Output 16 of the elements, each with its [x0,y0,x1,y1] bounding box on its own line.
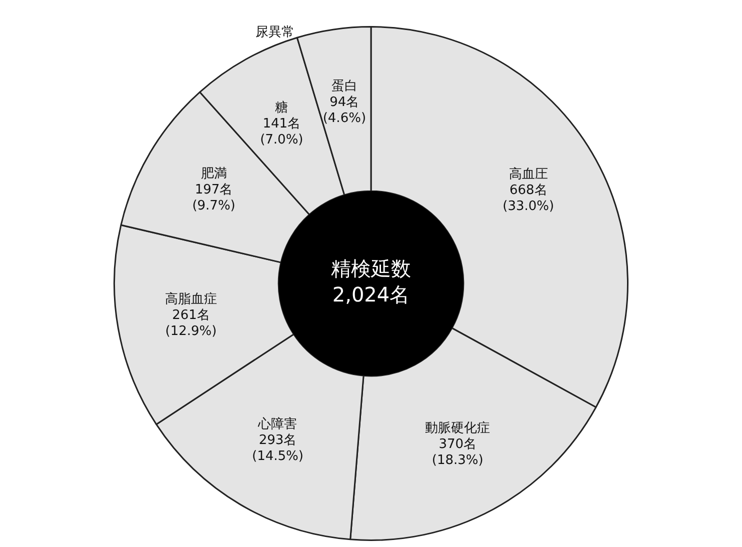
text: 尿異常 [256,24,295,40]
slice-label: 心障害 [257,416,298,432]
slice-label: 糖 [275,100,288,116]
data-label: 668名 (33.0%) [502,182,554,214]
slice-label: 肥満 [200,166,227,182]
data-label: 293名 (14.5%) [252,433,304,464]
data-label: 197名 (9.7%) [192,182,236,214]
text: 精検延数 2,024名 [331,256,411,307]
slice-label: 高脂血症 [165,290,217,307]
slice-label: 蛋白 [331,79,358,94]
slice-label: 動脈硬化症 [425,420,490,436]
data-label: 261名 (12.9%) [165,308,217,339]
data-label: 370名 (18.3%) [432,436,484,468]
data-label: 94名 (4.6%) [322,95,366,126]
slice-label: 高血圧 [508,166,548,182]
data-label: 141名 (7.0%) [260,116,304,148]
